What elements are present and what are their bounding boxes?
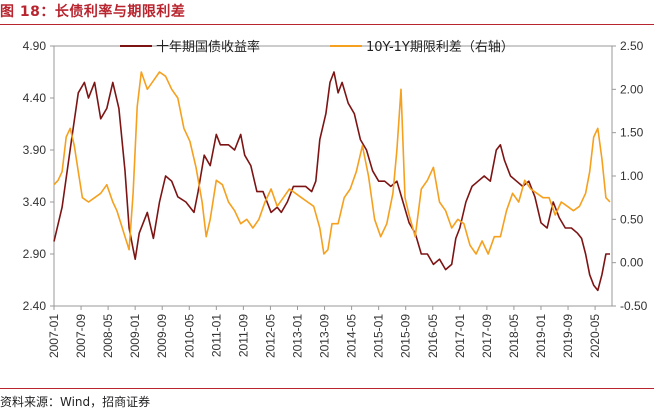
x-tick-label: 2009-09 <box>155 314 169 358</box>
x-tick-label: 2011-09 <box>236 314 250 357</box>
y-left-tick-label: 3.90 <box>23 143 47 157</box>
x-tick-label: 2019-01 <box>534 314 548 358</box>
x-tick-label: 2017-01 <box>453 314 467 358</box>
footer-divider <box>0 388 654 389</box>
x-tick-label: 2011-01 <box>209 314 223 357</box>
plot-frame <box>53 45 613 307</box>
x-tick-label: 2013-01 <box>290 314 304 358</box>
y-right-tick-label: -0.50 <box>620 299 648 313</box>
source-note: 资料来源：Wind，招商证券 <box>0 395 151 409</box>
x-tick-label: 2008-05 <box>101 314 115 358</box>
figure-title: 图 18：长债利率与期限利差 <box>0 4 186 20</box>
y-left-tick-label: 4.90 <box>23 39 47 53</box>
y-axis-right: 2.50 2.00 1.50 1.00 0.50 0.00 -0.50 <box>612 39 648 313</box>
x-tick-label: 2015-09 <box>399 314 413 358</box>
x-tick-label: 2018-05 <box>507 314 521 358</box>
y-right-tick-label: 2.50 <box>620 39 644 53</box>
legend-label-term-spread: 10Y-1Y期限利差（右轴） <box>366 40 514 55</box>
y-right-tick-label: 1.50 <box>620 126 644 140</box>
y-left-tick-label: 3.40 <box>23 195 47 209</box>
title-divider <box>0 24 654 25</box>
y-left-tick-label: 4.40 <box>23 91 47 105</box>
y-right-tick-label: 2.00 <box>620 82 644 96</box>
legend: 十年期国债收益率 10Y-1Y期限利差（右轴） <box>120 39 514 55</box>
series-layer <box>53 71 611 292</box>
x-tick-label: 2007-01 <box>47 314 61 358</box>
y-right-tick-label: 0.00 <box>620 256 644 270</box>
x-tick-label: 2014-05 <box>345 314 359 358</box>
plot-border <box>53 45 613 307</box>
y-left-tick-label: 2.90 <box>23 247 47 261</box>
x-tick-label: 2012-05 <box>263 314 277 358</box>
x-tick-label: 2009-01 <box>128 314 142 358</box>
y-right-tick-label: 0.50 <box>620 212 644 226</box>
line-chart: 4.90 4.40 3.90 3.40 2.90 2.40 2.50 2.00 1.50 1.0… <box>23 39 648 358</box>
x-tick-label: 2010-05 <box>182 314 196 358</box>
x-tick-label: 2017-09 <box>480 314 494 358</box>
legend-label-10y-yield: 十年期国债收益率 <box>156 39 260 55</box>
y-right-tick-label: 1.00 <box>620 169 644 183</box>
x-tick-label: 2007-09 <box>74 314 88 358</box>
x-tick-label: 2020-05 <box>588 314 602 358</box>
x-tick-label: 2015-01 <box>372 314 386 358</box>
y-left-tick-label: 2.40 <box>23 299 47 313</box>
x-axis: 2007-01 2007-09 2008-05 2009-01 2009-09 2010-… <box>47 306 602 358</box>
x-tick-label: 2013-09 <box>318 314 332 358</box>
x-tick-label: 2016-05 <box>426 314 440 358</box>
series-line-term-spread <box>53 71 611 255</box>
y-axis-left: 4.90 4.40 3.90 3.40 2.90 2.40 <box>23 39 54 313</box>
x-tick-label: 2019-09 <box>561 314 575 358</box>
